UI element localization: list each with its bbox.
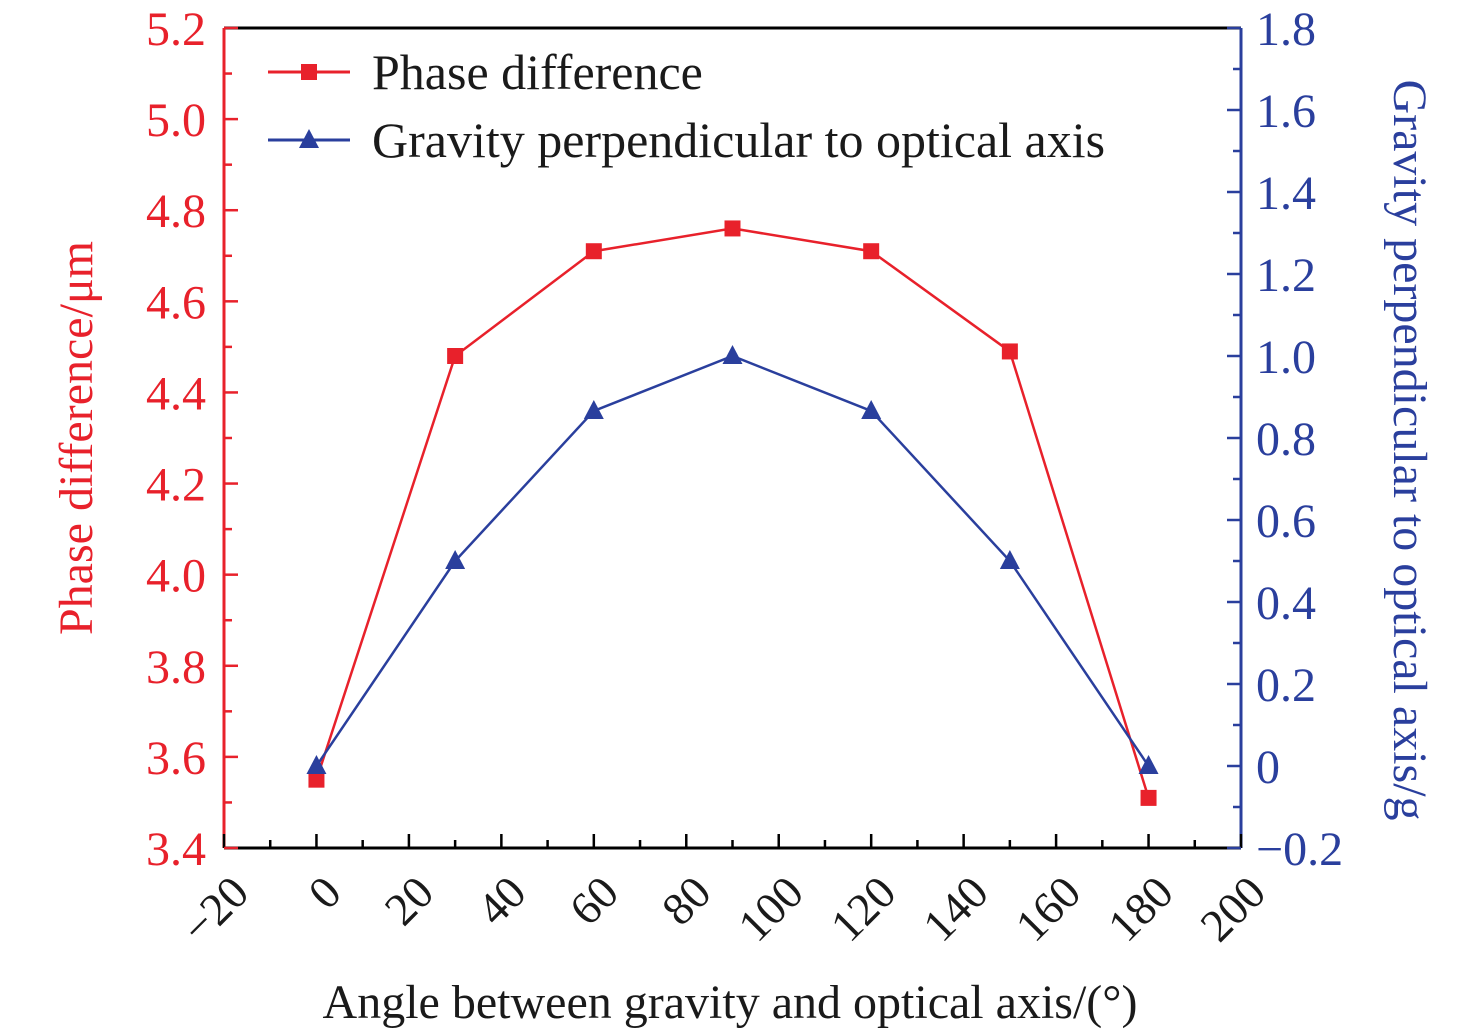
- left-y-axis-label: Phase difference/μm: [50, 241, 103, 635]
- x-tick-label: 40: [467, 866, 536, 935]
- series-1: [306, 345, 1159, 774]
- right-y-tick-label: 1.4: [1256, 167, 1316, 220]
- series: [306, 220, 1159, 806]
- series-line: [315, 227, 1150, 799]
- right-y-axis-label: Gravity perpendicular to optical axis/g: [1383, 79, 1436, 820]
- left-y-tick-label: 4.8: [146, 185, 206, 238]
- legend-marker: [301, 64, 317, 80]
- x-tick-label: 120: [821, 866, 906, 951]
- left-y-tick-label: 3.6: [146, 732, 206, 785]
- data-point: [308, 771, 325, 788]
- right-y-tick-label: 1.8: [1256, 3, 1316, 56]
- data-point: [861, 399, 882, 419]
- data-point: [1140, 789, 1157, 806]
- data-point: [447, 348, 464, 364]
- data-point: [863, 243, 880, 260]
- left-y-tick-label: 3.4: [146, 823, 206, 876]
- left-y-tick-label: 5.0: [146, 94, 206, 147]
- data-point: [445, 550, 466, 569]
- right-y-tick-label: −0.2: [1256, 823, 1343, 876]
- data-point: [724, 220, 741, 237]
- x-tick-label: 20: [375, 866, 444, 935]
- right-y-tick-label: 0.4: [1256, 577, 1316, 630]
- left-y-tick-label: 4.0: [146, 550, 206, 603]
- x-axis-label: Angle between gravity and optical axis/(…: [323, 976, 1138, 1029]
- data-point: [585, 243, 602, 260]
- x-tick-label: −20: [171, 866, 258, 953]
- x-tick-label: 60: [559, 866, 628, 935]
- x-tick-label: 140: [913, 866, 998, 951]
- data-point: [306, 755, 327, 774]
- left-y-tick-label: 5.2: [146, 3, 206, 56]
- legend: Phase difference Gravity perpendicular to…: [268, 44, 1105, 168]
- x-tick-label: 100: [728, 866, 813, 951]
- data-point: [722, 345, 743, 364]
- data-point: [1001, 343, 1018, 360]
- legend-label: Gravity perpendicular to optical axis: [372, 112, 1105, 168]
- right-y-tick-label: 0: [1256, 741, 1280, 794]
- data-point: [583, 399, 604, 419]
- legend-marker: [299, 129, 319, 148]
- x-tick-label: 0: [298, 866, 350, 918]
- right-y-tick-label: 0.2: [1256, 659, 1316, 712]
- right-y-tick-label: 1.2: [1256, 249, 1316, 302]
- x-tick-label: 160: [1006, 866, 1091, 951]
- x-tick-label: 180: [1098, 866, 1183, 951]
- right-y-tick-label: 0.8: [1256, 413, 1316, 466]
- right-y-tick-label: 1.0: [1256, 331, 1316, 384]
- left-y-tick-label: 4.2: [146, 459, 206, 512]
- right-y-tick-label: 0.6: [1256, 495, 1316, 548]
- series-0: [308, 220, 1157, 806]
- right-y-tick-label: 1.6: [1256, 85, 1316, 138]
- left-y-tick-label: 4.4: [146, 367, 206, 420]
- series-line: [315, 354, 1150, 767]
- left-y-tick-label: 3.8: [146, 641, 206, 694]
- data-point: [1138, 755, 1159, 774]
- legend-label: Phase difference: [372, 44, 703, 100]
- x-tick-label: 200: [1190, 866, 1275, 951]
- data-point: [999, 550, 1020, 569]
- left-y-tick-label: 4.6: [146, 276, 206, 329]
- x-tick-label: 80: [652, 866, 721, 935]
